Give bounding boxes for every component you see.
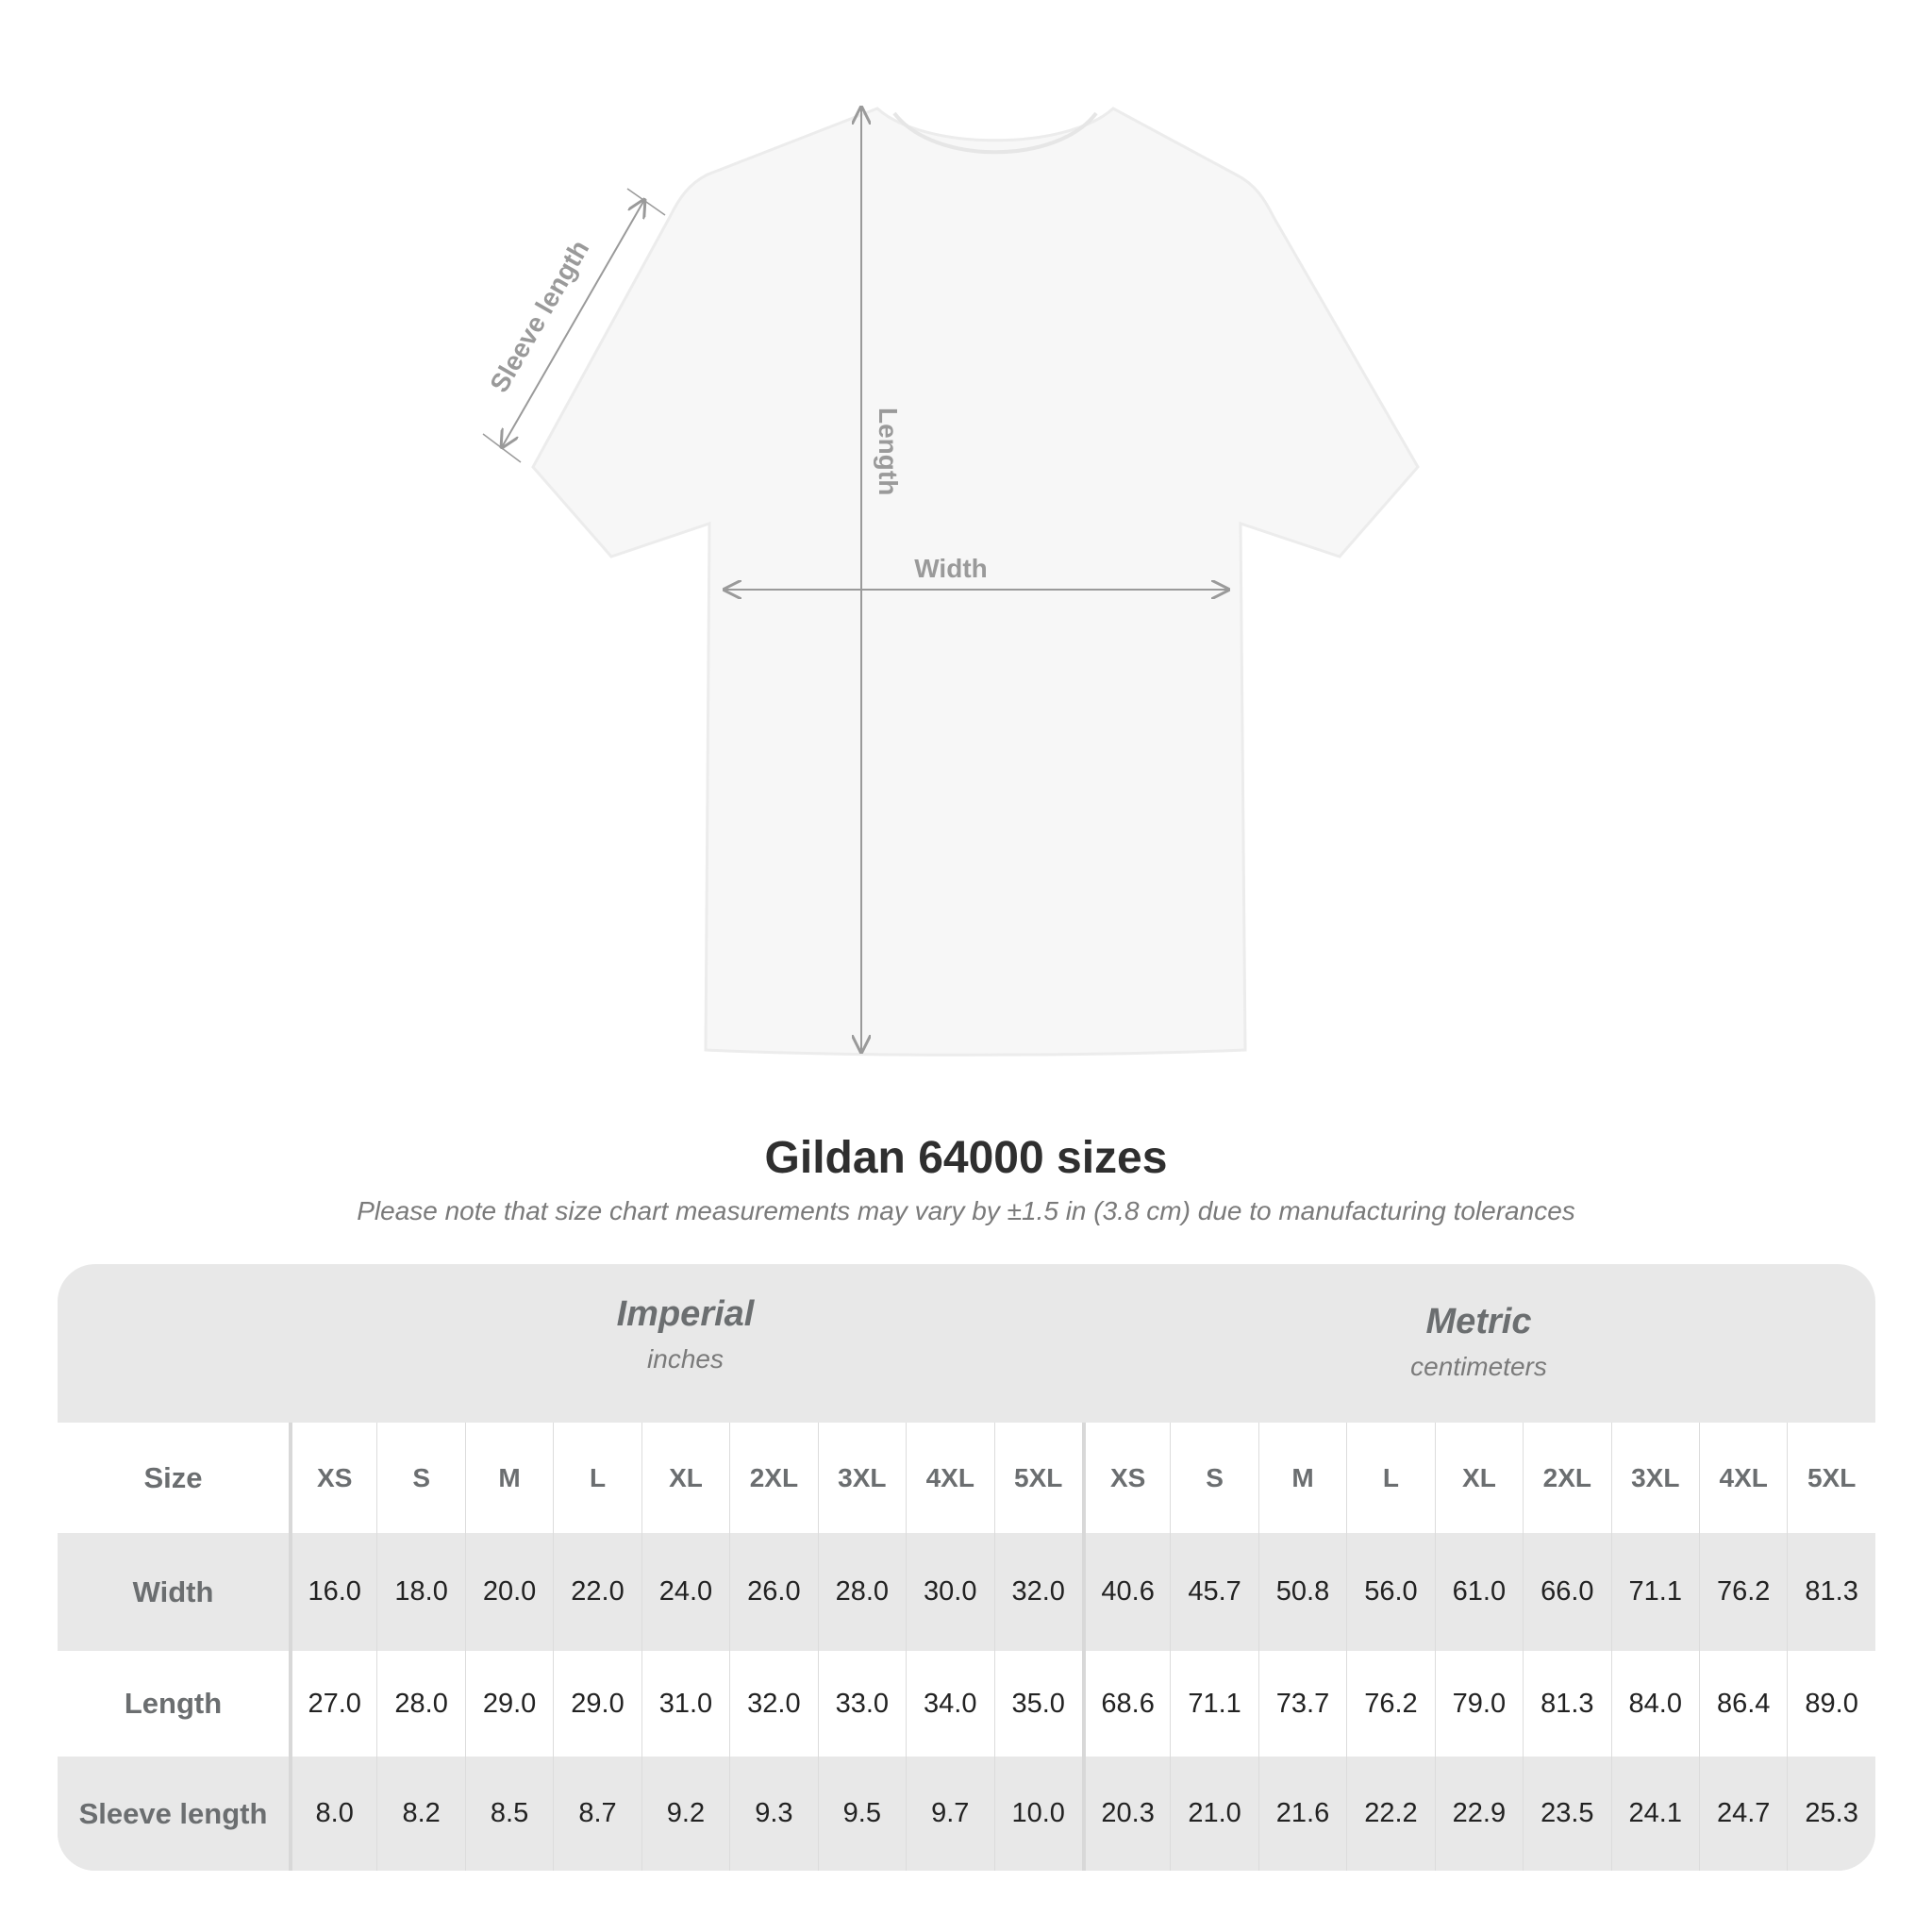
table-cell: 22.0 [553, 1533, 641, 1651]
table-cell: 21.0 [1170, 1757, 1257, 1871]
sleeve-arrow [502, 200, 644, 447]
size-table: Imperial inches Metric centimeters Size X… [58, 1264, 1875, 1871]
imperial-unit: inches [647, 1344, 724, 1374]
table-cell: 30.0 [906, 1533, 993, 1651]
size-header-cell: XS [289, 1423, 376, 1533]
table-cell: 29.0 [553, 1651, 641, 1757]
table-cell: 61.0 [1434, 1533, 1523, 1651]
size-header-cell: S [376, 1423, 464, 1533]
table-cell: 32.0 [993, 1533, 1082, 1651]
row-label: Size [143, 1460, 203, 1494]
metric-header: Metric centimeters [1082, 1272, 1875, 1430]
table-cell: 9.5 [817, 1757, 906, 1871]
table-row: Sleeve length 8.0 8.2 8.5 8.7 9.2 9.3 9.5 9.7 10.… [58, 1757, 1875, 1871]
table-cell: 50.8 [1257, 1533, 1346, 1651]
table-row: Length 27.0 28.0 29.0 29.0 31.0 32.0 33.0 34.0 35… [58, 1651, 1875, 1757]
table-cell: 81.3 [1787, 1533, 1874, 1651]
length-label: Length [874, 408, 903, 495]
table-cell: 31.0 [641, 1651, 729, 1757]
tolerance-note: Please note that size chart measurements… [357, 1196, 1575, 1225]
table-cell: 71.1 [1610, 1533, 1699, 1651]
table-cell: 73.7 [1257, 1651, 1346, 1757]
table-cell: 10.0 [993, 1757, 1082, 1871]
table-cell: 24.7 [1699, 1757, 1787, 1871]
table-cell: 8.5 [464, 1757, 553, 1871]
table-cell: 84.0 [1610, 1651, 1699, 1757]
table-cell: 22.2 [1346, 1757, 1434, 1871]
metric-title: Metric [1425, 1302, 1532, 1341]
table-cell: 89.0 [1787, 1651, 1874, 1757]
size-header-cell: 3XL [817, 1423, 906, 1533]
size-header-cell: XL [1434, 1423, 1523, 1533]
table-cell: 16.0 [289, 1533, 376, 1651]
table-cell: 29.0 [464, 1651, 553, 1757]
table-cell: 71.1 [1170, 1651, 1257, 1757]
size-header-cell: 2XL [1523, 1423, 1610, 1533]
table-cell: 8.0 [289, 1757, 376, 1871]
table-cell: 45.7 [1170, 1533, 1257, 1651]
size-header-cell: 5XL [1787, 1423, 1874, 1533]
table-cell: 22.9 [1434, 1757, 1523, 1871]
table-cell: 35.0 [993, 1651, 1082, 1757]
table-cell: 28.0 [817, 1533, 906, 1651]
table-cell: 25.3 [1787, 1757, 1874, 1871]
table-cell: 20.0 [464, 1533, 553, 1651]
table-cell: 9.7 [906, 1757, 993, 1871]
row-label: Sleeve length [78, 1796, 268, 1830]
table-cell: 33.0 [817, 1651, 906, 1757]
size-header-cell: 3XL [1610, 1423, 1699, 1533]
table-cell: 24.1 [1610, 1757, 1699, 1871]
table-cell: 8.7 [553, 1757, 641, 1871]
table-cell: 9.2 [641, 1757, 729, 1871]
table-cell: 66.0 [1523, 1533, 1610, 1651]
table-cell: 9.3 [729, 1757, 817, 1871]
table-cell: 24.0 [641, 1533, 729, 1651]
table-cell: 21.6 [1257, 1757, 1346, 1871]
table-cell: 8.2 [376, 1757, 464, 1871]
size-header-cell: M [464, 1423, 553, 1533]
table-cell: 68.6 [1081, 1651, 1170, 1757]
page-title: Gildan 64000 sizes [764, 1133, 1168, 1183]
row-label: Width [132, 1574, 214, 1608]
size-header-cell: 4XL [1699, 1423, 1787, 1533]
table-cell: 23.5 [1523, 1757, 1610, 1871]
imperial-title: Imperial [616, 1294, 755, 1334]
size-header-cell: M [1257, 1423, 1346, 1533]
table-cell: 26.0 [729, 1533, 817, 1651]
size-header-cell: XL [641, 1423, 729, 1533]
size-header-cell: S [1170, 1423, 1257, 1533]
size-header-cell: 4XL [906, 1423, 993, 1533]
size-header-cell: 5XL [993, 1423, 1082, 1533]
metric-unit: centimeters [1410, 1352, 1547, 1381]
table-cell: 79.0 [1434, 1651, 1523, 1757]
table-cell: 32.0 [729, 1651, 817, 1757]
size-header-cell: L [1346, 1423, 1434, 1533]
size-header-cell: 2XL [729, 1423, 817, 1533]
table-cell: 76.2 [1699, 1533, 1787, 1651]
table-cell: 81.3 [1523, 1651, 1610, 1757]
table-cell: 34.0 [906, 1651, 993, 1757]
table-cell: 20.3 [1081, 1757, 1170, 1871]
imperial-header: Imperial inches [289, 1264, 1082, 1423]
size-header-row: Size XS S M L XL 2XL 3XL 4XL 5XL XS S M L XL 2XL 3XL 4XL 5… [58, 1423, 1875, 1533]
table-cell: 40.6 [1081, 1533, 1170, 1651]
table-cell: 18.0 [376, 1533, 464, 1651]
table-cell: 56.0 [1346, 1533, 1434, 1651]
table-cell: 86.4 [1699, 1651, 1787, 1757]
table-cell: 76.2 [1346, 1651, 1434, 1757]
table-row: Width 16.0 18.0 20.0 22.0 24.0 26.0 28.0 30.0 32.… [58, 1533, 1875, 1651]
tshirt-diagram: Length Width Sleeve length [482, 0, 1420, 1057]
table-cell: 28.0 [376, 1651, 464, 1757]
width-label: Width [914, 554, 988, 583]
size-header-cell: XS [1081, 1423, 1170, 1533]
row-label: Length [124, 1687, 223, 1720]
table-cell: 27.0 [289, 1651, 376, 1757]
size-header-cell: L [553, 1423, 641, 1533]
